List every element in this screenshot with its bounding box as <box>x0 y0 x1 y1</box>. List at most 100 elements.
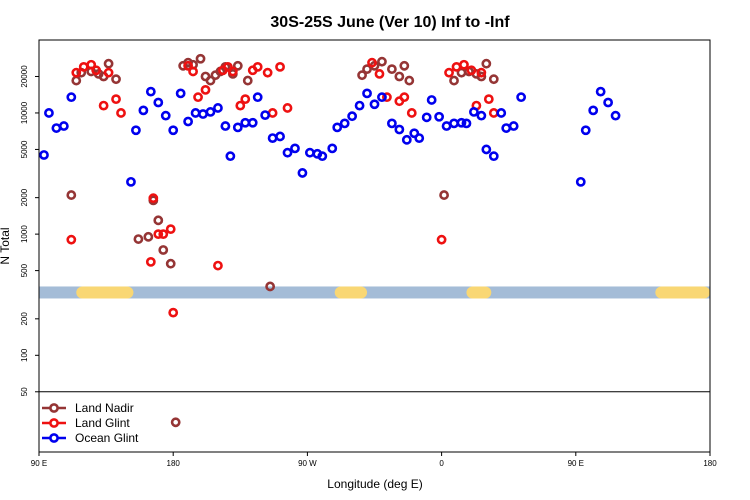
ocean-glint-point-34 <box>332 122 343 133</box>
x-tick-label-4: 90 E <box>568 459 584 468</box>
land-nadir-point-9 <box>143 231 154 242</box>
plot-area-frame <box>38 39 711 453</box>
ocean-glint-point-58 <box>501 123 512 133</box>
ocean-glint-point-37 <box>354 100 365 111</box>
x-axis-label: Longitude (deg E) <box>327 477 422 491</box>
land-nadir-point-37 <box>449 75 459 86</box>
ocean-glint-point-13 <box>183 116 194 127</box>
ocean-glint-point-29 <box>297 168 308 178</box>
ocean-glint-point-38 <box>362 88 372 99</box>
land-glint-point-41 <box>466 65 477 76</box>
legend-label-ocean-glint: Ocean Glint <box>75 431 139 445</box>
land-nadir-point-32 <box>386 64 397 75</box>
y-tick-label-1: 100 <box>20 348 29 362</box>
ocean-glint-point-40 <box>377 92 387 103</box>
land-glint-point-23 <box>235 100 246 111</box>
land-glint-point-7 <box>111 94 121 105</box>
band-strip <box>39 286 710 299</box>
data-points <box>39 53 621 428</box>
legend-label-land-nadir: Land Nadir <box>75 401 134 415</box>
land-nadir-point-14 <box>170 417 181 428</box>
land-nadir-point-43 <box>488 74 499 85</box>
x-tick-label-1: 180 <box>167 459 181 468</box>
ocean-glint-point-41 <box>386 118 397 129</box>
ocean-glint-point-8 <box>145 86 156 97</box>
land-nadir-point-33 <box>394 71 405 82</box>
ocean-glint-point-60 <box>516 92 527 103</box>
ocean-glint-point-33 <box>327 143 338 154</box>
ocean-glint-point-22 <box>247 117 258 128</box>
ocean-glint-point-57 <box>496 108 507 118</box>
x-tick-label-2: 90 W <box>298 459 317 468</box>
y-tick-label-2: 200 <box>20 312 29 326</box>
land-nadir-point-12 <box>158 245 169 255</box>
ocean-glint-point-61 <box>575 176 586 187</box>
land-nadir-point-41 <box>476 71 487 82</box>
observation-band <box>39 286 710 299</box>
land-glint-point-9 <box>145 256 156 267</box>
land-nadir-point-18 <box>195 53 206 64</box>
legend-marker-land-nadir <box>49 403 59 413</box>
land-glint-point-12 <box>158 229 169 240</box>
land-nadir-point-6 <box>103 58 114 69</box>
ocean-glint-point-16 <box>205 107 216 117</box>
land-glint-point-39 <box>451 61 462 72</box>
ocean-glint-point-32 <box>317 151 328 162</box>
band-highlight-1 <box>334 286 368 299</box>
ocean-glint-point-59 <box>508 121 519 131</box>
ocean-glint-point-48 <box>434 111 445 122</box>
ocean-glint-point-44 <box>409 128 420 139</box>
land-glint-point-33 <box>382 92 392 103</box>
land-nadir-point-29 <box>362 64 372 75</box>
ocean-glint-point-4 <box>66 92 77 103</box>
band-highlight-3 <box>655 286 710 299</box>
land-glint-point-40 <box>459 59 469 70</box>
land-glint-point-8 <box>116 108 126 118</box>
y-tick-label-5: 2000 <box>20 188 29 206</box>
ocean-glint-point-49 <box>441 121 452 131</box>
land-glint-point-27 <box>262 67 273 78</box>
ocean-glint-point-43 <box>401 134 412 145</box>
ocean-glint-point-5 <box>126 176 136 187</box>
land-nadir-point-25 <box>232 60 243 71</box>
ocean-glint-point-55 <box>481 144 492 155</box>
legend-marker-land-glint <box>49 418 59 428</box>
ocean-glint-point-2 <box>51 123 62 133</box>
y-tick-label-6: 5000 <box>20 140 29 158</box>
land-glint-point-19 <box>213 260 223 271</box>
ocean-glint-point-66 <box>610 110 621 121</box>
series-land-nadir <box>66 53 499 428</box>
x-tick-label-5: 180 <box>703 459 717 468</box>
land-glint-point-6 <box>103 67 114 78</box>
land-nadir-point-8 <box>133 234 144 244</box>
ocean-glint-point-39 <box>369 99 380 110</box>
land-glint-point-26 <box>252 61 263 72</box>
legend-label-land-glint: Land Glint <box>75 416 130 430</box>
land-nadir-point-35 <box>404 75 415 86</box>
land-nadir-point-1 <box>71 75 82 86</box>
ocean-glint-point-51 <box>456 117 467 128</box>
ocean-glint-point-0 <box>39 150 49 160</box>
land-nadir-point-13 <box>165 258 176 269</box>
land-glint-point-3 <box>86 59 97 70</box>
ocean-glint-point-15 <box>198 109 208 119</box>
land-glint-point-31 <box>367 57 377 68</box>
series-land-glint <box>66 57 499 318</box>
ocean-glint-point-3 <box>58 121 69 131</box>
land-glint-point-0 <box>66 234 77 245</box>
ocean-glint-point-6 <box>131 125 141 136</box>
ocean-glint-point-1 <box>44 108 54 118</box>
ocean-glint-point-17 <box>213 103 223 113</box>
ocean-glint-point-25 <box>267 133 278 144</box>
ocean-glint-point-65 <box>603 97 614 108</box>
ocean-glint-point-14 <box>190 108 201 118</box>
land-nadir-point-0 <box>66 190 77 200</box>
land-nadir-point-27 <box>265 281 276 292</box>
land-glint-point-22 <box>227 66 238 77</box>
land-nadir-point-11 <box>153 215 164 226</box>
land-glint-point-24 <box>240 94 251 105</box>
land-glint-point-15 <box>183 60 194 71</box>
ocean-glint-point-27 <box>282 147 293 158</box>
land-nadir-point-28 <box>357 70 367 81</box>
